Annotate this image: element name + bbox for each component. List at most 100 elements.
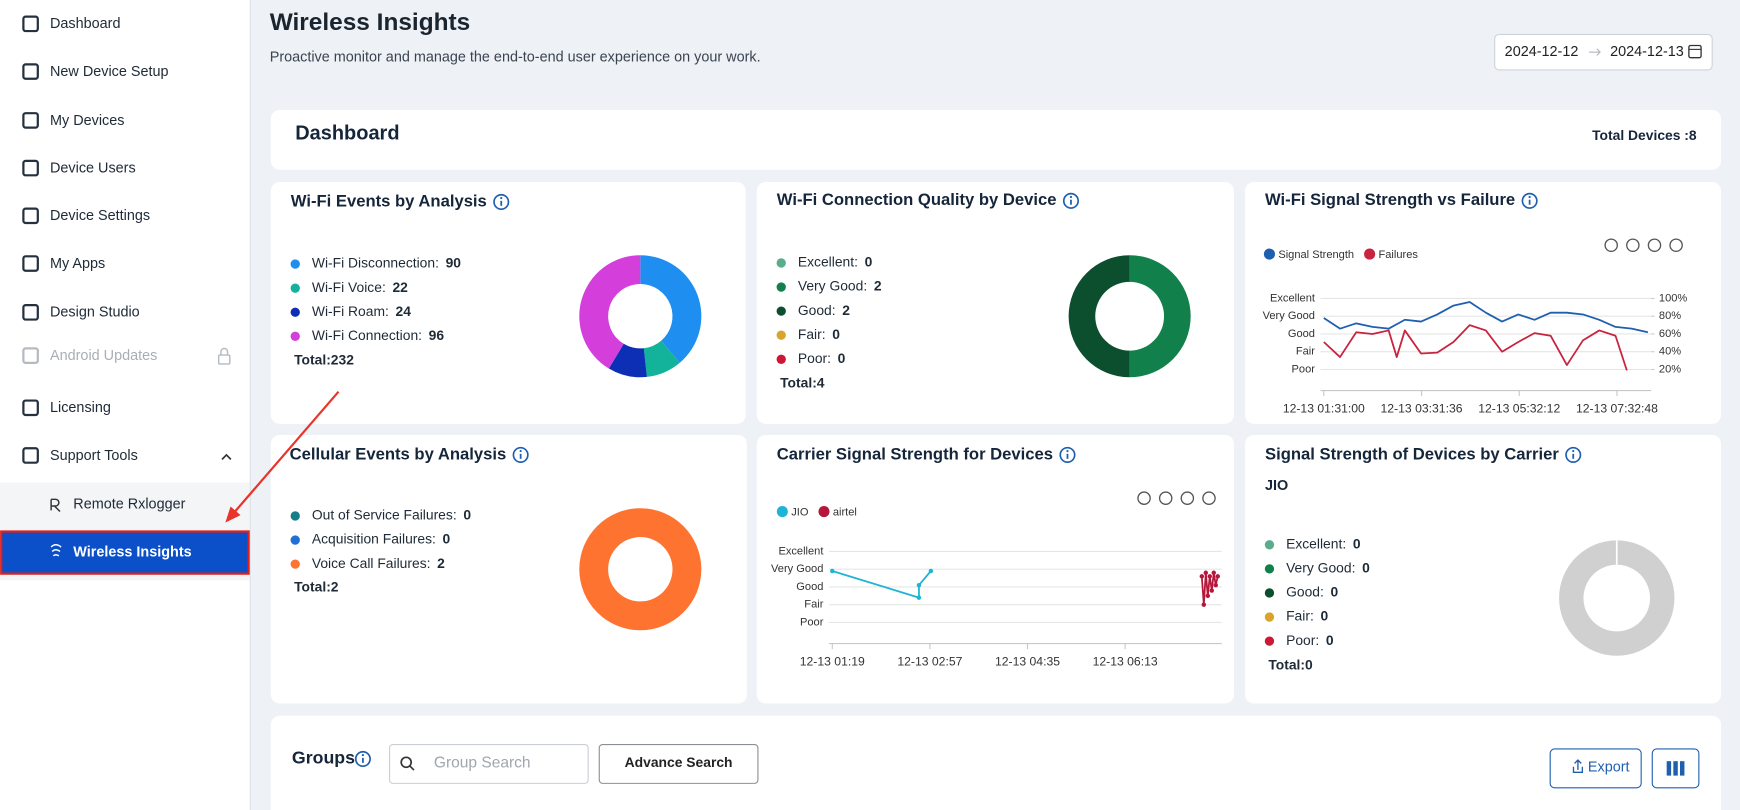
card-title: Carrier Signal Strength for Devices — [777, 444, 1053, 463]
search-placeholder[interactable]: Group Search — [434, 755, 531, 772]
menu-icon — [22, 304, 39, 321]
menu-item[interactable]: My Apps — [50, 256, 105, 272]
menu-item[interactable]: Licensing — [50, 400, 111, 416]
toolbar-icon[interactable] — [1626, 238, 1640, 252]
legend-label: Wi-Fi Roam: — [312, 303, 389, 319]
toolbar-icon[interactable] — [1647, 238, 1662, 252]
legend-value: 2 — [842, 302, 850, 318]
legend-value: 24 — [396, 303, 412, 319]
toolbar-icon[interactable] — [1669, 238, 1683, 252]
search-box[interactable] — [388, 743, 589, 784]
info-icon-dot — [1528, 195, 1531, 199]
info-icon-dot — [1066, 449, 1069, 453]
menu-item[interactable]: Design Studio — [50, 305, 140, 321]
calendar-icon — [1688, 44, 1702, 59]
legend-label: airtel — [833, 507, 857, 519]
date-picker[interactable] — [1494, 33, 1713, 71]
legend-label: Acquisition Failures: — [312, 531, 436, 547]
annotation-arrow-head — [225, 506, 241, 523]
chart-subtitle: JIO — [1265, 478, 1288, 494]
legend-dot — [776, 258, 786, 268]
legend-value: 0 — [832, 326, 840, 342]
legend-label: Poor: — [798, 350, 831, 366]
donut-segment — [640, 255, 702, 363]
info-icon — [493, 193, 510, 210]
x-tick-label: 12-13 07:32:48 — [1576, 402, 1658, 416]
dashboard-title: Dashboard — [295, 123, 399, 145]
donut-segment — [643, 340, 680, 377]
menu-icon — [22, 63, 39, 80]
sidebar — [0, 0, 250, 810]
menu-icon — [22, 447, 39, 464]
legend-dot — [1263, 248, 1275, 260]
menu-item[interactable]: Device Users — [50, 160, 136, 176]
legend-label: Good: — [798, 302, 836, 318]
legend-dot — [1264, 612, 1275, 622]
legend-label: Good: — [1286, 584, 1324, 600]
submenu-item[interactable]: Remote Rxlogger — [73, 497, 185, 513]
total-label: Total:2 — [294, 579, 339, 595]
card-title: Wi-Fi Signal Strength vs Failure — [1265, 190, 1515, 209]
toolbar-icon[interactable] — [1604, 238, 1618, 252]
toolbar-icon[interactable] — [1202, 491, 1216, 505]
legend-value: 96 — [429, 327, 445, 343]
toolbar-icon[interactable] — [1180, 491, 1195, 505]
date-from[interactable]: 2024-12-12 — [1505, 44, 1579, 60]
legend-dot — [1264, 588, 1275, 598]
legend-dot — [290, 535, 300, 545]
card-title: Signal Strength of Devices by Carrier — [1265, 444, 1559, 463]
columns-icon — [1666, 761, 1672, 776]
active-menu[interactable] — [0, 530, 250, 575]
legend-label: JIO — [791, 507, 809, 519]
info-icon — [1565, 446, 1582, 463]
series-point — [1199, 574, 1205, 579]
legend-label: Excellent: — [798, 254, 858, 270]
legend-label: Wi-Fi Voice: — [312, 279, 386, 295]
x-tick-label: 12-13 03:31:36 — [1381, 402, 1463, 416]
total-label: Total:4 — [780, 375, 825, 391]
advance-search-button[interactable] — [598, 743, 759, 784]
total-devices: Total Devices :8 — [1592, 127, 1697, 143]
menu-item[interactable]: My Devices — [50, 113, 124, 129]
submenu-item-active[interactable]: Wireless Insights — [73, 544, 191, 560]
date-to[interactable]: 2024-12-13 — [1610, 44, 1684, 60]
menu-item[interactable]: Android Updates — [50, 348, 157, 364]
card-title: Wi-Fi Connection Quality by Device — [777, 190, 1057, 209]
x-tick-label: 12-13 05:32:12 — [1478, 402, 1560, 416]
x-tick-label: 12-13 01:19 — [800, 655, 865, 669]
info-icon — [1521, 192, 1538, 209]
series-point — [1207, 574, 1213, 579]
donut-segment — [579, 255, 641, 369]
lock-icon-shackle — [220, 347, 229, 356]
legend-dot — [776, 354, 786, 364]
groups-card — [270, 715, 1722, 810]
legend-label: Fair: — [1286, 608, 1314, 624]
menu-item[interactable]: New Device Setup — [50, 64, 169, 80]
legend-dot — [1264, 540, 1275, 550]
export-label[interactable]: Export — [1588, 760, 1630, 776]
menu-item[interactable]: Device Settings — [50, 208, 150, 224]
x-tick-label: 12-13 06:13 — [1093, 655, 1158, 669]
advance-search-label[interactable]: Advance Search — [625, 754, 733, 770]
info-icon — [354, 750, 371, 768]
legend-value: 0 — [1331, 584, 1339, 600]
series-point — [1215, 574, 1220, 579]
toolbar-icon[interactable] — [1158, 491, 1173, 505]
y-tick-label: Very Good — [771, 563, 823, 575]
search-icon — [400, 756, 413, 769]
export-button[interactable] — [1549, 748, 1642, 789]
columns-icon — [1673, 761, 1678, 776]
y2-tick-label: 40% — [1659, 346, 1681, 358]
legend-label: Fair: — [798, 326, 826, 342]
series-point — [1201, 602, 1207, 607]
card-title: Cellular Events by Analysis — [290, 444, 507, 463]
toolbar-icon[interactable] — [1137, 491, 1151, 505]
legend-dot — [1264, 636, 1275, 646]
lock-icon — [217, 354, 231, 365]
menu-item[interactable]: Dashboard — [50, 16, 120, 32]
series-line — [832, 570, 932, 599]
series-point — [1209, 588, 1214, 593]
series-point — [1203, 570, 1209, 575]
total-label: Total:0 — [1268, 656, 1313, 672]
menu-item[interactable]: Support Tools — [50, 448, 138, 464]
